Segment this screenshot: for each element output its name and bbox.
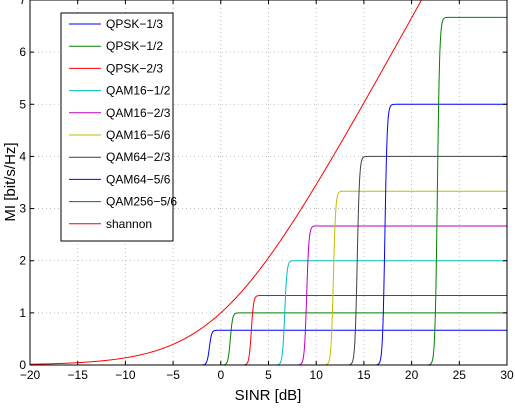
legend-label-8: QAM256−5/6 — [106, 195, 177, 209]
legend-label-5: QAM16−5/6 — [106, 128, 171, 142]
x-tick-label: 0 — [217, 368, 224, 382]
series-line-3 — [30, 260, 507, 365]
y-axis-label: MI [bit/s/Hz] — [2, 142, 19, 221]
x-axis-label: SINR [dB] — [235, 387, 302, 404]
y-tick-label: 1 — [19, 306, 26, 320]
series-line-5 — [30, 190, 507, 365]
y-tick-label: 3 — [19, 202, 26, 216]
x-tick-label: 5 — [265, 368, 272, 382]
legend-label-1: QPSK−1/2 — [106, 39, 163, 53]
legend-label-3: QAM16−1/2 — [106, 84, 171, 98]
x-tick-label: 20 — [405, 368, 419, 382]
series-line-9 — [30, 0, 423, 365]
x-tick-label: 25 — [453, 368, 467, 382]
legend-box — [60, 12, 174, 242]
y-tick-label: 7 — [19, 0, 26, 7]
series-line-0 — [30, 329, 507, 365]
y-tick-label: 4 — [19, 149, 26, 163]
series-line-7 — [30, 103, 507, 365]
y-tick-label: 0 — [19, 358, 26, 372]
legend-label-0: QPSK−1/3 — [106, 17, 163, 31]
series-line-1 — [30, 312, 507, 365]
x-tick-label: 10 — [310, 368, 324, 382]
legend-label-4: QAM16−2/3 — [106, 106, 171, 120]
y-tick-label: 5 — [19, 97, 26, 111]
series-line-2 — [30, 294, 507, 365]
legend: QPSK−1/3 QPSK−1/2 QPSK−2/3 QAM16−1/2 QAM16−2… — [60, 12, 177, 242]
y-axis: 0 1 2 3 4 5 6 7 — [19, 0, 507, 372]
series-line-4 — [30, 225, 507, 365]
x-tick-label: 15 — [357, 368, 371, 382]
legend-label-7: QAM64−5/6 — [106, 172, 171, 186]
x-tick-label: −10 — [115, 368, 136, 382]
x-tick-label: −20 — [20, 368, 41, 382]
legend-label-6: QAM64−2/3 — [106, 150, 171, 164]
x-tick-label: 30 — [500, 368, 514, 382]
x-tick-label: −15 — [68, 368, 89, 382]
x-tick-label: −5 — [166, 368, 180, 382]
series-line-6 — [30, 155, 507, 365]
y-tick-label: 6 — [19, 45, 26, 59]
x-axis: −20 −15 −10 −5 0 5 10 15 20 25 30 — [20, 0, 514, 382]
y-tick-label: 2 — [19, 254, 26, 268]
legend-label-2: QPSK−2/3 — [106, 61, 163, 75]
legend-label-9: shannon — [106, 217, 152, 231]
